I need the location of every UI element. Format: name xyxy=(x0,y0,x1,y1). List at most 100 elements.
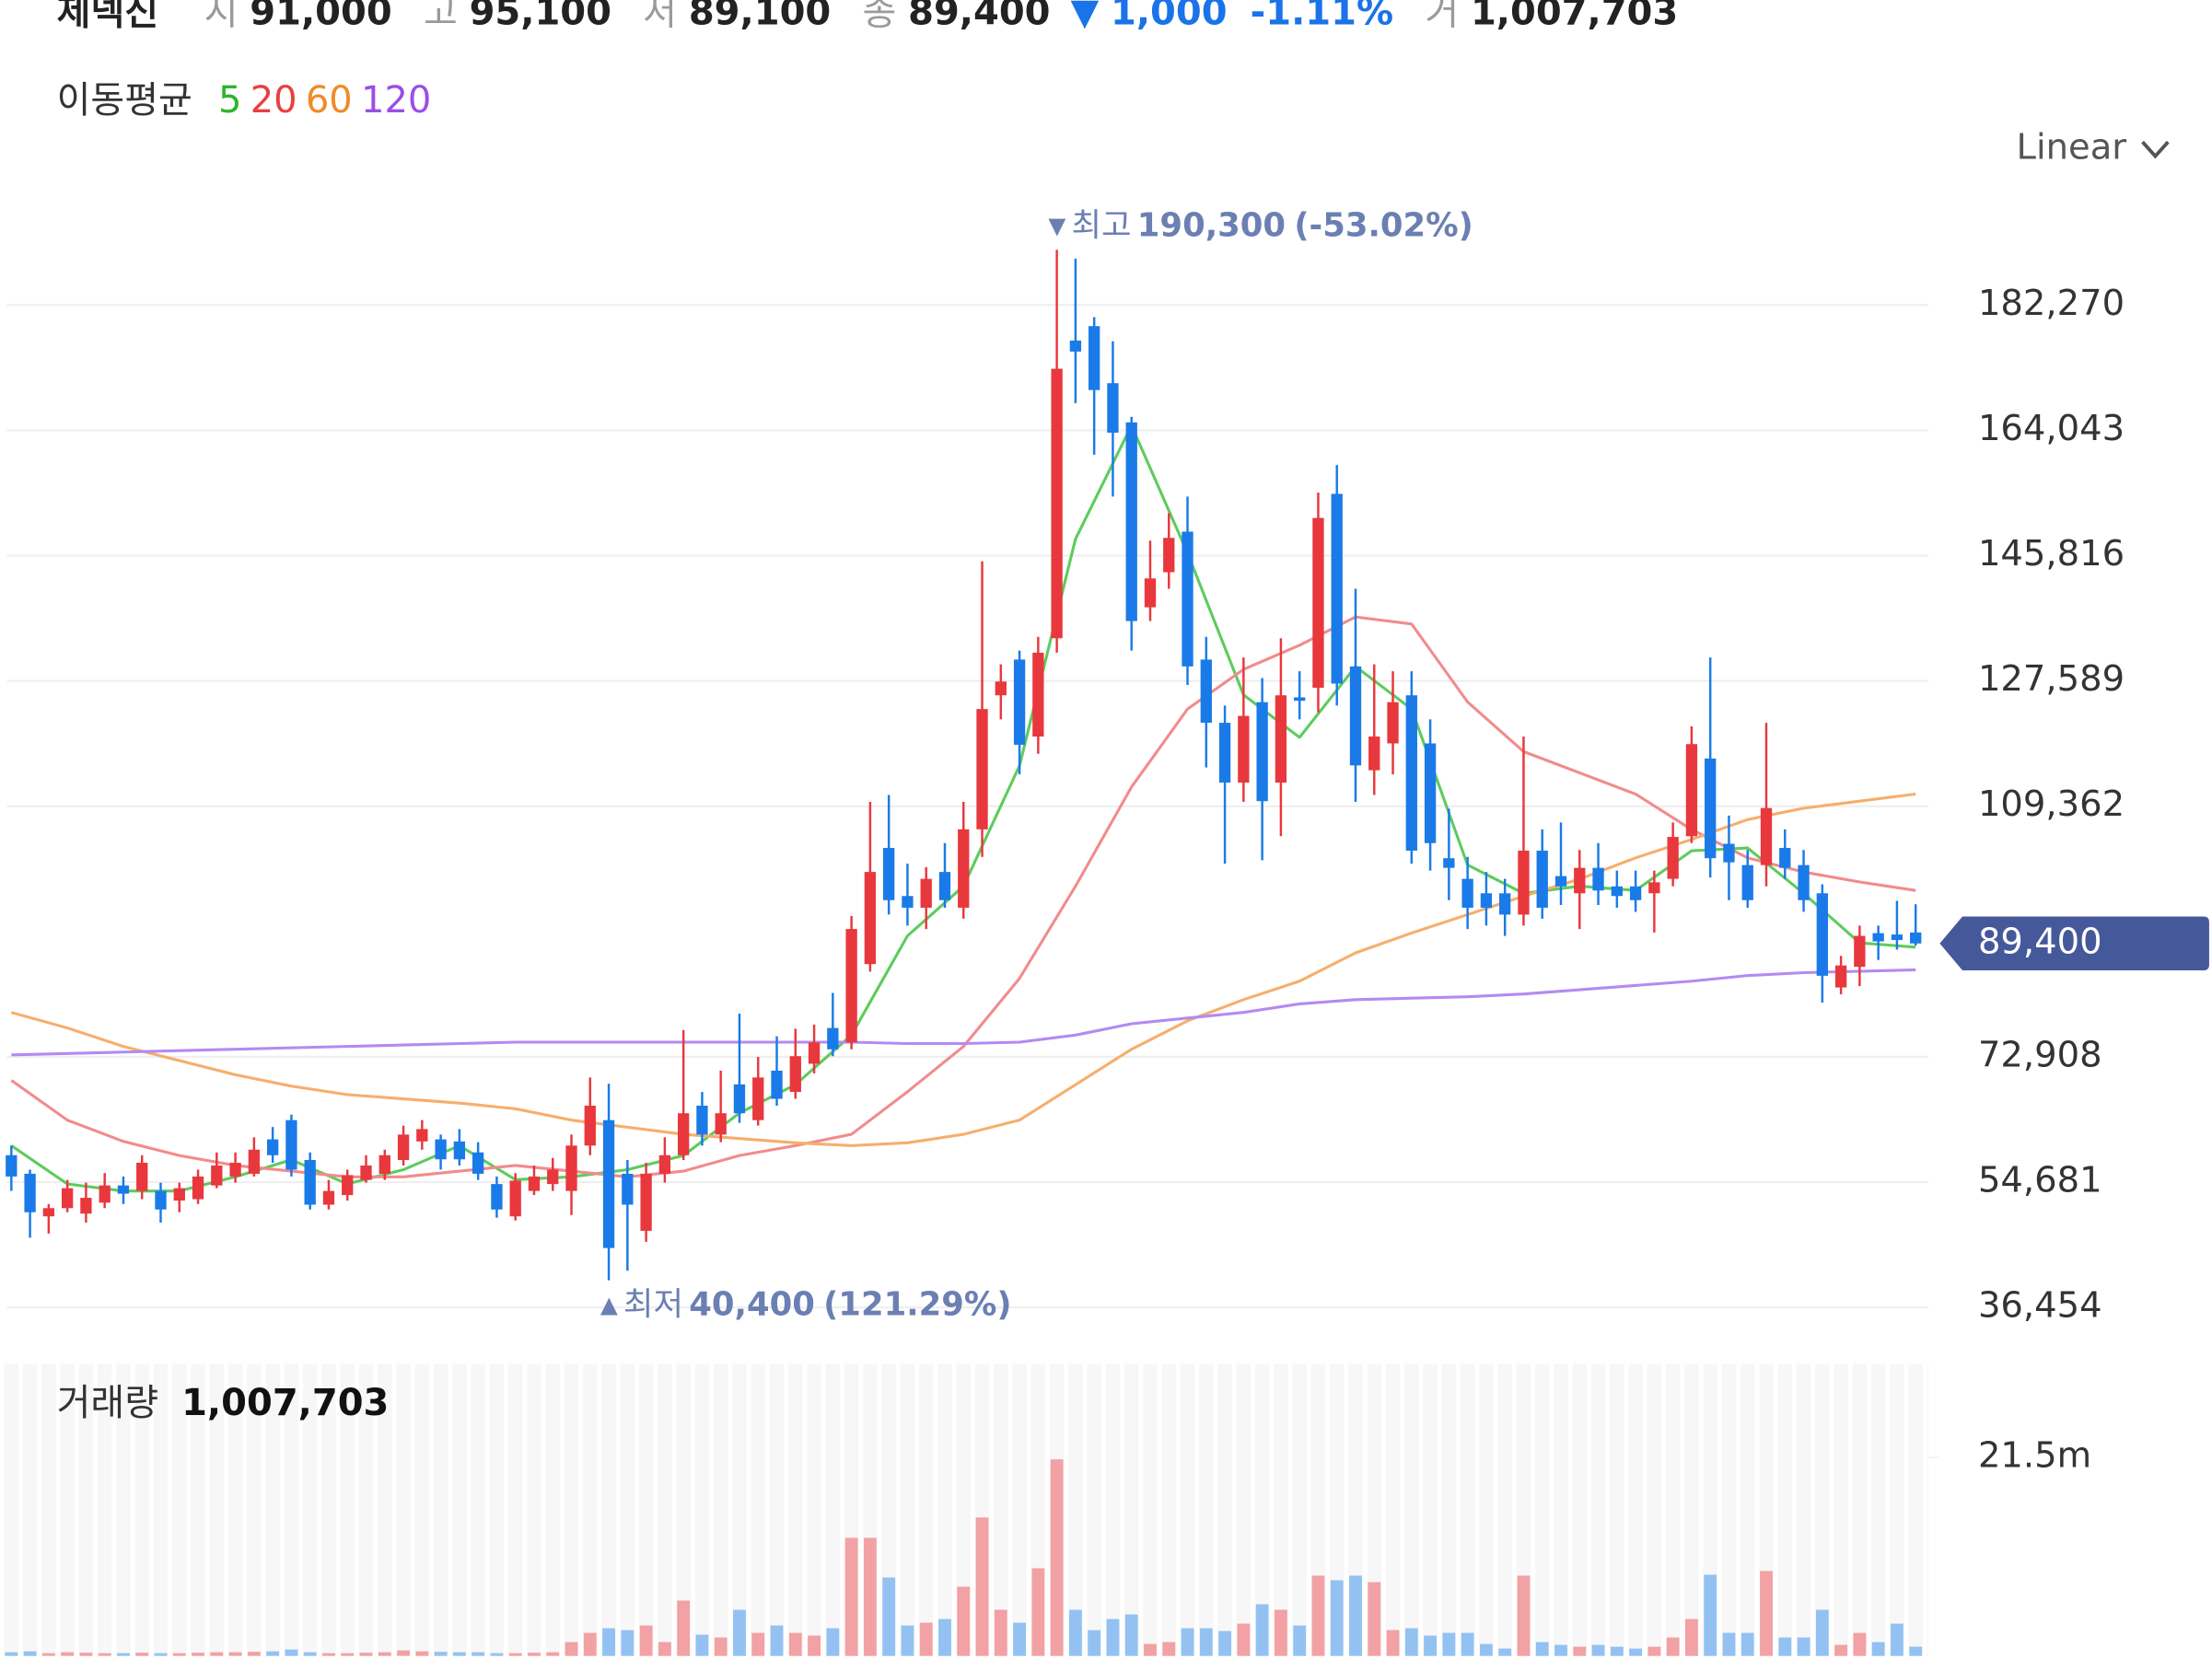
candle-body xyxy=(117,1185,130,1194)
volume-bar xyxy=(546,1652,560,1656)
volume-slot-gap xyxy=(466,1363,472,1656)
candle-body xyxy=(509,1180,521,1217)
volume-slot-gap xyxy=(1306,1363,1311,1656)
volume-slot-gap xyxy=(821,1363,826,1656)
candle-body xyxy=(715,1113,727,1135)
volume-slot-gap xyxy=(1885,1363,1891,1656)
volume-slot-gap xyxy=(1717,1363,1722,1656)
volume-bar xyxy=(41,1653,55,1656)
y-tick-label: 54,681 xyxy=(1978,1160,2102,1201)
volume-slot-gap xyxy=(1157,1363,1162,1656)
volume-bar xyxy=(397,1650,410,1656)
volume-bar xyxy=(1144,1643,1157,1656)
volume-bar xyxy=(508,1653,522,1656)
volume-bar xyxy=(1797,1637,1810,1656)
volume-slot-gap xyxy=(802,1363,808,1656)
y-tick-label: 109,362 xyxy=(1978,783,2125,825)
volume-slot-gap xyxy=(1213,1363,1218,1656)
volume-bar xyxy=(1031,1568,1045,1656)
candle-body xyxy=(1294,697,1306,702)
volume-slot-gap xyxy=(168,1363,173,1656)
candle-body xyxy=(360,1165,372,1180)
marker-label: 최고 xyxy=(1071,207,1131,245)
candle-body xyxy=(1574,867,1586,894)
candle-body xyxy=(1238,715,1250,783)
volume-slot-gap xyxy=(541,1363,546,1656)
volume-slot-gap xyxy=(1064,1363,1069,1656)
marker-value: 190,300 xyxy=(1137,207,1286,245)
candle-body xyxy=(1200,659,1212,724)
volume-bar xyxy=(583,1632,597,1656)
volume-bar xyxy=(770,1625,784,1656)
candle-body xyxy=(845,929,857,1043)
candle-body xyxy=(602,1120,615,1248)
volume-slot-gap xyxy=(37,1363,42,1656)
volume-slot-gap xyxy=(840,1363,844,1656)
candle-body xyxy=(789,1056,801,1093)
candle-body xyxy=(696,1106,708,1135)
volume-bar xyxy=(1274,1609,1287,1656)
volume-slot-gap xyxy=(671,1363,677,1656)
volume-bar xyxy=(1554,1644,1567,1656)
volume-bar xyxy=(788,1632,802,1656)
volume-slot-gap xyxy=(317,1363,322,1656)
candle-body xyxy=(211,1165,223,1186)
volume-slot-gap xyxy=(1082,1363,1088,1656)
ma-legend: 이동평균 5 20 60 120 xyxy=(57,79,432,122)
volume-bar xyxy=(565,1642,578,1656)
volume-slot-gap xyxy=(784,1363,789,1656)
candle-body xyxy=(1705,758,1717,859)
candle-body xyxy=(24,1173,36,1212)
volume-slot-gap xyxy=(224,1363,228,1656)
volume-slot-gap xyxy=(1026,1363,1031,1656)
header-row: 제넥신 시 91,000 고 95,100 저 89,100 종 89,400 … xyxy=(57,0,1679,34)
scale-dropdown[interactable]: Linear xyxy=(2017,126,2170,168)
volume-slot-gap xyxy=(1810,1363,1816,1656)
marker-value: 40,400 xyxy=(689,1285,815,1323)
volume-slot-gap xyxy=(615,1363,621,1656)
dropdown-chevron[interactable] xyxy=(2141,140,2170,159)
candle-body xyxy=(1331,493,1343,684)
volume-bar xyxy=(1068,1609,1082,1656)
volume-bar xyxy=(826,1628,840,1656)
candle-body xyxy=(285,1120,297,1170)
volume-slot-gap xyxy=(1754,1363,1760,1656)
candle-body xyxy=(995,681,1007,696)
candle-body xyxy=(1872,933,1884,942)
volume-bar xyxy=(490,1653,504,1656)
volume-bar xyxy=(1909,1646,1923,1656)
volume-slot-gap xyxy=(1624,1363,1629,1656)
volume-bar xyxy=(919,1622,933,1656)
candle-body xyxy=(1685,744,1698,837)
candle-body xyxy=(266,1139,279,1155)
volume-slot-gap xyxy=(504,1363,509,1656)
volume-bar xyxy=(1218,1630,1232,1656)
volume-bar xyxy=(1647,1646,1661,1656)
candle-body xyxy=(397,1134,410,1160)
candles xyxy=(6,249,1922,1281)
volume-slot-gap xyxy=(933,1363,938,1656)
volume-bar xyxy=(1330,1580,1344,1656)
volume-bar xyxy=(1255,1604,1269,1656)
y-tick-label: 127,589 xyxy=(1978,658,2125,700)
volume-slot-gap xyxy=(764,1363,770,1656)
volume-bar xyxy=(1573,1646,1587,1656)
volume-slot-gap xyxy=(1325,1363,1331,1656)
labels: 36,454 54,681 72,908 109,362 127,589 145,816 1… xyxy=(600,207,2209,1477)
volume-bar xyxy=(117,1653,130,1656)
scale-label[interactable]: Linear xyxy=(2017,126,2127,168)
ma-legend-entry: 5 xyxy=(218,79,241,122)
volume-bar xyxy=(1424,1635,1438,1656)
volume-slot-gap xyxy=(18,1363,23,1656)
volume-slot-gap xyxy=(1418,1363,1424,1656)
change: 1,000 xyxy=(1111,0,1228,34)
volume-slot-gap xyxy=(1549,1363,1554,1656)
volume-slot-gap xyxy=(1456,1363,1461,1656)
volume-bar xyxy=(528,1653,541,1656)
candle-body xyxy=(378,1154,390,1174)
volume-bar xyxy=(1815,1609,1829,1656)
volume-bar xyxy=(695,1634,709,1656)
volume-slot-gap xyxy=(690,1363,695,1656)
field-label: 저 xyxy=(643,0,677,34)
candle-body xyxy=(1387,702,1399,744)
